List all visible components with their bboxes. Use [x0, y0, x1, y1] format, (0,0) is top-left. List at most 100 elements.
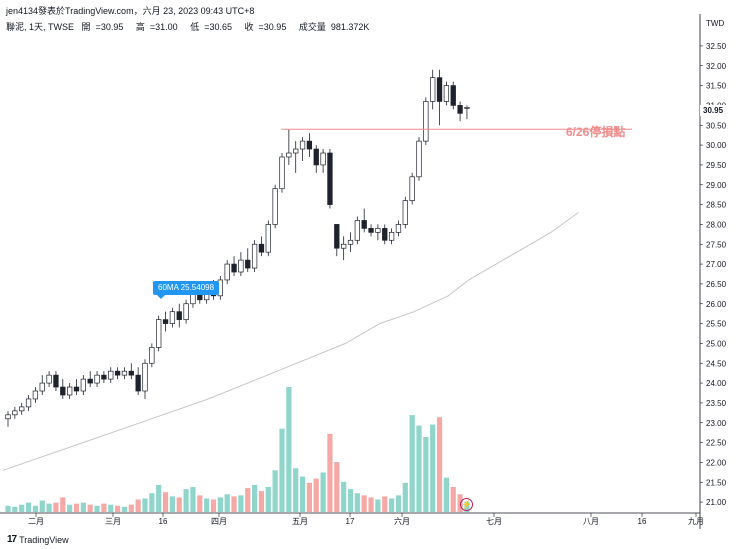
volume-bar: [224, 494, 230, 512]
price-tick-label: 25.00: [706, 339, 727, 348]
price-tick-label: 30.50: [706, 121, 727, 130]
open-value: 30.95: [100, 22, 124, 32]
candles: [5, 69, 470, 427]
candle-body: [457, 105, 463, 114]
volume-bar: [204, 498, 210, 512]
price-tick-label: 29.50: [706, 161, 727, 170]
candle-body: [114, 370, 121, 376]
price-tick-label: 22.00: [706, 458, 727, 467]
candle-body: [334, 224, 340, 249]
volume-bar: [320, 472, 326, 512]
price-tick-label: 23.50: [706, 399, 727, 408]
currency-label: TWD: [706, 19, 725, 28]
symbol-label: 聯泥, 1天, TWSE: [6, 22, 75, 32]
price-tick-label: 24.50: [706, 359, 727, 368]
price-tick-label: 32.50: [706, 42, 727, 51]
price-tick-label: 23.00: [706, 419, 727, 428]
candle-body: [135, 374, 141, 392]
price-tick-label: 26.00: [706, 300, 727, 309]
high-value: 31.00: [155, 22, 178, 32]
candle-body: [347, 239, 354, 245]
symbol-ohlc-line: 聯泥, 1天, TWSE 開 =30.95 高 =31.00 低 =30.65 收 =3…: [6, 20, 379, 33]
volume-bar: [108, 504, 114, 512]
volume-bar: [19, 504, 25, 512]
candle-body: [375, 228, 381, 233]
candle-body: [409, 176, 415, 201]
time-tick-label: 五月: [292, 517, 308, 526]
candle-body: [361, 220, 367, 229]
candle-body: [32, 390, 39, 400]
volume-bars: [5, 387, 470, 512]
volume-bar: [121, 506, 128, 512]
time-tick-label: 二月: [28, 517, 44, 526]
candle-body: [46, 374, 52, 384]
close-label: 收: [244, 22, 254, 32]
volume-bar: [142, 498, 148, 512]
candle-body: [94, 374, 100, 384]
candle-body: [320, 152, 326, 166]
candle-body: [142, 362, 148, 392]
volume-bar: [128, 504, 134, 512]
candle-body: [388, 232, 395, 241]
volume-bar: [46, 503, 52, 512]
volume-bar: [334, 462, 340, 512]
volume-bar: [265, 487, 271, 512]
volume-bar: [190, 487, 196, 512]
bolt-icon[interactable]: ⚡: [460, 498, 473, 511]
candle-body: [128, 370, 134, 376]
price-tick-label: 26.50: [706, 280, 727, 289]
volume-bar: [395, 495, 402, 512]
volume-bar: [149, 493, 155, 512]
volume-bar: [341, 481, 347, 512]
volume-bar: [409, 415, 415, 512]
open-readout: 開 =30.95: [81, 22, 124, 32]
candle-body: [286, 152, 292, 158]
candle-body: [156, 319, 162, 348]
price-tick-label: 27.00: [706, 260, 727, 269]
candle-body: [19, 406, 25, 412]
price-tick-label: 21.00: [706, 498, 727, 507]
candle-body: [464, 107, 470, 109]
candle-body: [402, 200, 408, 225]
candle-body: [121, 370, 128, 376]
candle-body: [306, 140, 313, 150]
volume-bar: [293, 468, 299, 512]
volume-bar: [80, 502, 86, 512]
time-tick-label: 九月: [688, 517, 704, 526]
volume-bar: [94, 505, 100, 512]
price-tick-label: 28.00: [706, 220, 727, 229]
price-tick-label: 31.50: [706, 82, 727, 91]
volume-bar: [327, 433, 333, 512]
volume-bar: [368, 497, 374, 512]
candle-body: [183, 303, 189, 320]
volume-bar: [73, 503, 80, 512]
tradingview-logo-icon: 17: [7, 534, 17, 545]
last-price-label: 30.95: [700, 105, 727, 116]
volume-bar: [416, 425, 422, 512]
volume-bar: [39, 500, 45, 512]
volume-bar: [361, 495, 367, 512]
close-readout: 收 =30.95: [244, 22, 287, 32]
candle-body: [354, 220, 360, 241]
volume-bar: [231, 496, 237, 512]
low-readout: 低 =30.65: [190, 22, 232, 32]
volume-bar: [135, 499, 141, 512]
volume-bar: [87, 504, 93, 512]
price-tick-label: 28.50: [706, 201, 727, 210]
price-tick-label: 22.50: [706, 439, 727, 448]
candle-body: [39, 382, 45, 392]
candle-body: [101, 374, 107, 380]
candle-body: [87, 378, 93, 384]
candle-body: [327, 152, 333, 205]
candle-body: [25, 398, 32, 408]
candle-body: [224, 263, 230, 281]
brand-name: TradingView: [19, 534, 69, 545]
tradingview-brand[interactable]: 17 TradingView: [7, 534, 69, 545]
ma60-tag[interactable]: 60MA 25.54098: [153, 281, 219, 299]
axes: 32.50 32.00 31.50 31.00 30.50 30.00 29.50 29.00…: [0, 14, 727, 529]
volume-bar: [176, 497, 182, 512]
candle-body: [395, 224, 402, 233]
candle-body: [382, 228, 388, 241]
volume-bar: [169, 496, 175, 512]
